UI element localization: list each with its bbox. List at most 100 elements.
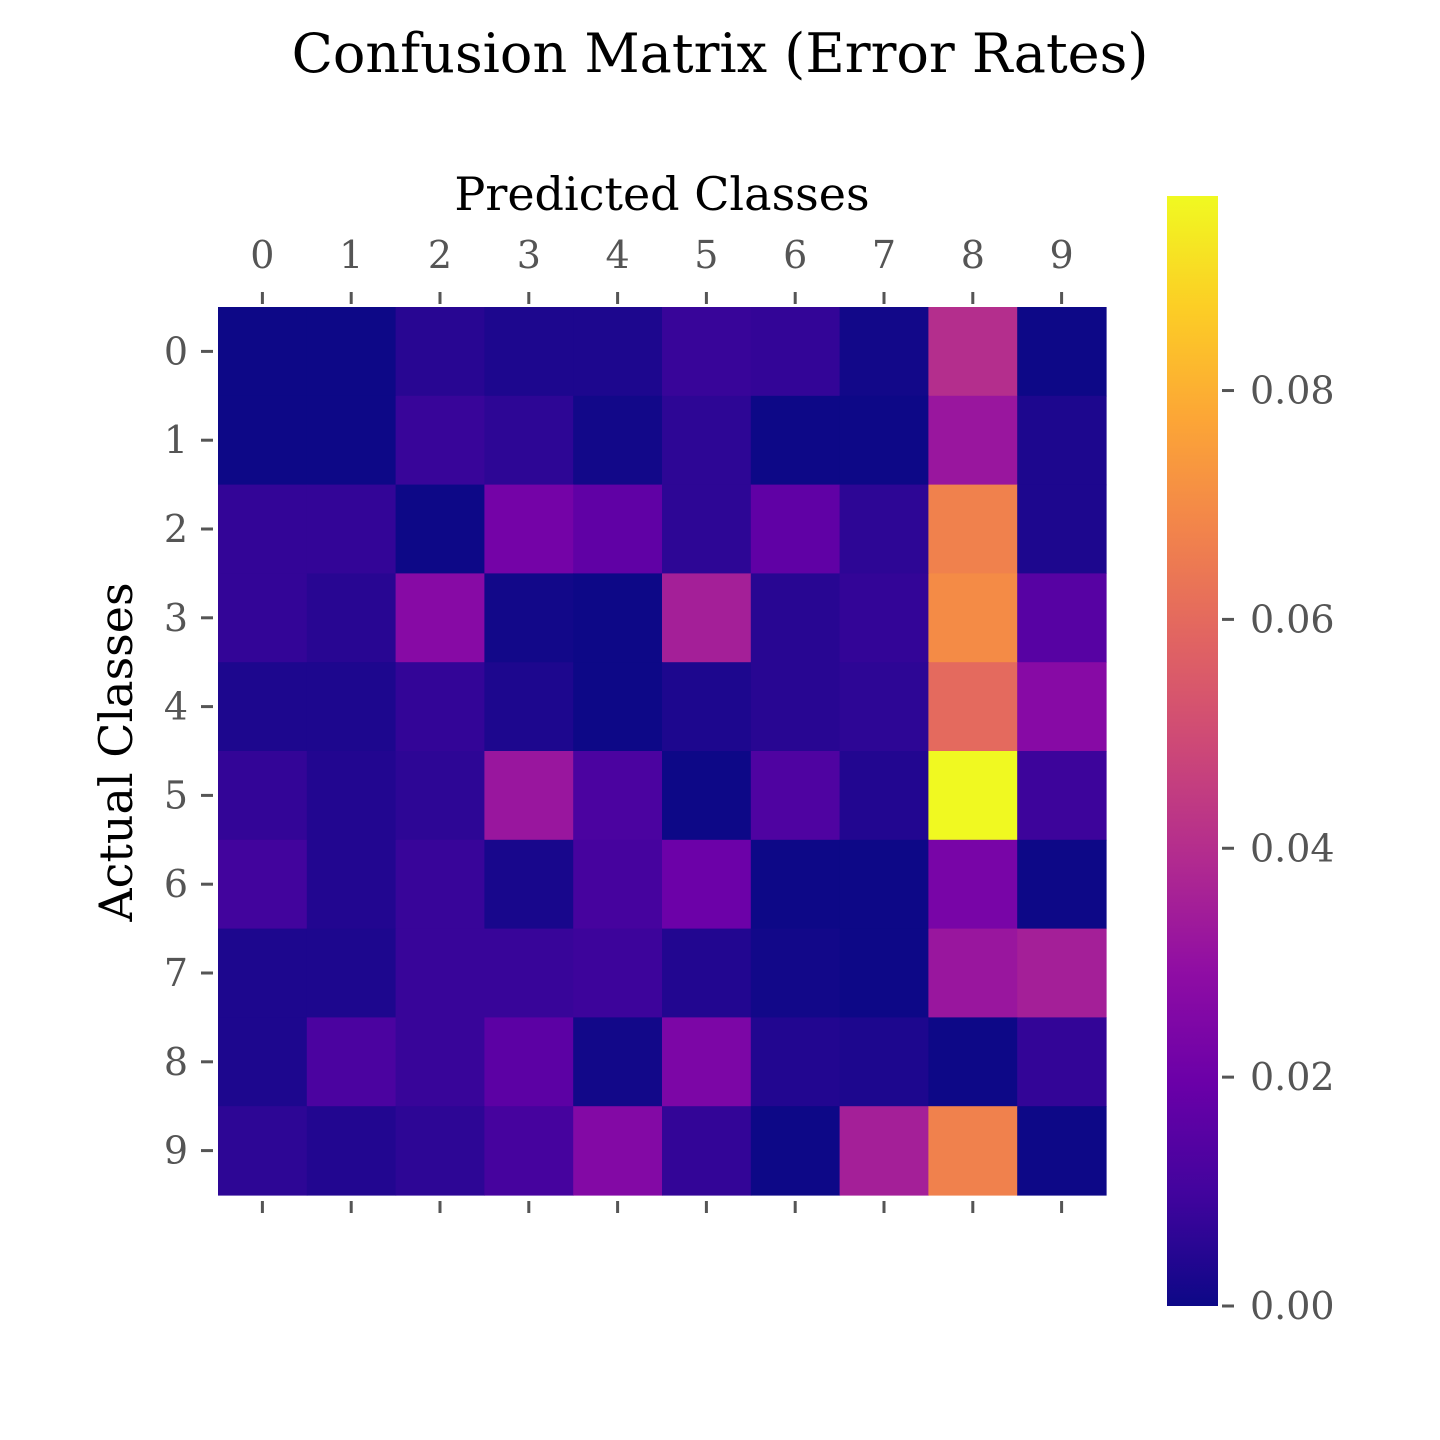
heatmap-cell [750,839,841,930]
heatmap-cell [484,928,574,1018]
colorbar-tick-label: 0.04 [1250,826,1335,870]
y-tick-label: 3 [164,596,188,640]
heatmap-cell [218,928,308,1018]
heatmap-cell [484,751,574,841]
heatmap-cell [839,751,929,841]
heatmap-cell [750,928,841,1018]
heatmap-cell [395,1106,485,1196]
colorbar-tick-label: 0.06 [1250,597,1335,641]
heatmap-cell [839,1106,929,1196]
heatmap-cell [750,307,841,397]
y-tick-label: 7 [164,951,188,995]
heatmap-cell [839,484,929,574]
heatmap-cell [928,751,1018,841]
heatmap-cell [1017,662,1107,752]
heatmap-cell [395,662,485,752]
heatmap-cell [928,662,1018,752]
heatmap-cell [218,839,308,930]
x-tick-label: 3 [517,233,541,277]
heatmap-cell [750,1017,841,1107]
heatmap-cell [1017,751,1107,841]
chart-title: Confusion Matrix (Error Rates) [292,22,1149,85]
heatmap-cell [573,1106,663,1196]
heatmap-cell [306,1017,397,1107]
heatmap-cell [750,395,841,486]
heatmap-cell [395,307,485,397]
heatmap-cell [1017,395,1107,486]
heatmap-cell [395,395,485,486]
heatmap-cell [750,751,841,841]
heatmap-cell [662,484,752,574]
heatmap-cell [1017,484,1107,574]
y-tick-label: 6 [164,862,188,906]
x-axis-label: Predicted Classes [454,167,869,221]
heatmap-cell [218,395,308,486]
heatmap-cell [218,573,308,663]
y-tick-label: 5 [164,773,188,817]
heatmap-cell [484,573,574,663]
heatmap-cell [839,928,929,1018]
colorbar-tick-label: 0.02 [1250,1055,1335,1099]
heatmap-cell [306,1106,397,1196]
heatmap-cell [662,662,752,752]
x-tick-label: 2 [428,233,452,277]
heatmap-cell [306,751,397,841]
y-tick-label: 9 [164,1129,188,1173]
x-axis-ticks: 0 1 2 3 4 5 6 7 8 9 [250,233,1074,1213]
heatmap-cell [573,928,663,1018]
colorbar [1167,196,1218,1306]
heatmap-cell [484,1106,574,1196]
heatmap-cell [306,839,397,930]
x-tick-label: 4 [606,233,630,277]
x-tick-label: 7 [872,233,896,277]
heatmap-cell [662,573,752,663]
heatmap-cell [573,751,663,841]
heatmap-cell [1017,1017,1107,1107]
heatmap-cell [306,395,397,486]
heatmap-cell [928,573,1018,663]
x-tick-label: 8 [961,233,985,277]
heatmap-cell [306,928,397,1018]
heatmap-cell [1017,839,1107,930]
heatmap-cell [484,307,574,397]
heatmap-cell [662,751,752,841]
heatmap-cell [839,1017,929,1107]
heatmap-cell [573,395,663,486]
heatmap-cell [573,662,663,752]
heatmap-cell [928,839,1018,930]
colorbar-tick-label: 0.08 [1250,369,1335,413]
heatmap-cell [218,751,308,841]
y-tick-label: 4 [164,685,188,729]
heatmap-cell [306,573,397,663]
heatmap-cell [218,307,308,397]
x-tick-label: 1 [339,233,363,277]
heatmap-cell [306,307,397,397]
heatmap-cell [839,573,929,663]
heatmap-cell [484,839,574,930]
heatmap-cell [750,662,841,752]
heatmap-cell [395,573,485,663]
y-tick-label: 1 [164,418,188,462]
heatmap-cell [218,662,308,752]
heatmap-cell [395,751,485,841]
heatmap-cell [1017,307,1107,397]
heatmap-cell [928,928,1018,1018]
heatmap-cell [573,484,663,574]
heatmap-cell [750,484,841,574]
heatmap-cell [395,1017,485,1107]
heatmap-cell [839,395,929,486]
y-tick-label: 0 [164,329,188,373]
heatmap-cell [395,839,485,930]
heatmap-cell [662,928,752,1018]
heatmap-cells [218,307,1107,1196]
y-axis-label: Actual Classes [89,582,143,922]
heatmap-cell [750,573,841,663]
heatmap-cell [573,839,663,930]
heatmap-cell [1017,1106,1107,1196]
heatmap-cell [484,395,574,486]
heatmap-cell [928,1106,1018,1196]
y-tick-label: 8 [164,1040,188,1084]
colorbar-tick-label: 0.00 [1250,1284,1335,1328]
heatmap-cell [839,662,929,752]
